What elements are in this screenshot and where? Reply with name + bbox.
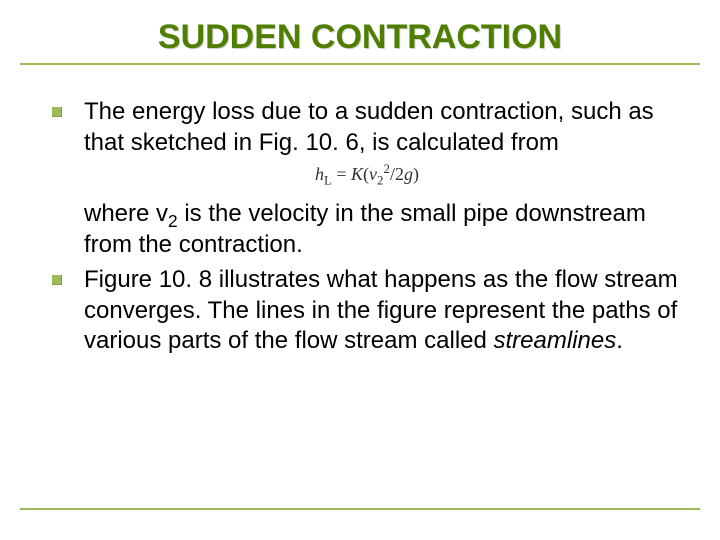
where-line: where v2 is the velocity in the small pi… <box>84 199 682 260</box>
bullet-icon <box>52 107 62 117</box>
slide-title: SUDDEN CONTRACTION <box>28 18 692 57</box>
bullet-text: The energy loss due to a sudden contract… <box>84 97 682 158</box>
where-post: is the velocity in the small pipe downst… <box>84 200 646 258</box>
slide-body: The energy loss due to a sudden contract… <box>28 65 692 357</box>
formula-lhs-var: h <box>315 164 324 184</box>
bullet-icon <box>52 275 62 285</box>
title-underline: SUDDEN CONTRACTION <box>20 18 700 65</box>
bullet2-em: streamlines <box>494 327 617 354</box>
bullet-text: Figure 10. 8 illustrates what happens as… <box>84 265 682 357</box>
bullet-item: Figure 10. 8 illustrates what happens as… <box>52 265 682 357</box>
formula-slash: /2 <box>390 164 404 184</box>
formula-g: g <box>404 164 413 184</box>
footer-rule <box>20 508 700 510</box>
bullet-item: The energy loss due to a sudden contract… <box>52 97 682 158</box>
where-pre: where v <box>84 200 168 227</box>
bullet2-post: . <box>616 327 623 354</box>
slide: SUDDEN CONTRACTION The energy loss due t… <box>0 0 720 540</box>
formula-v: v <box>369 164 377 184</box>
formula-lhs-sub: L <box>324 173 332 188</box>
formula: hL = K(v22/2g) <box>52 164 682 185</box>
formula-eq: = <box>332 164 351 184</box>
formula-close: ) <box>413 164 419 184</box>
where-sub: 2 <box>168 211 178 231</box>
formula-k: K <box>351 164 363 184</box>
